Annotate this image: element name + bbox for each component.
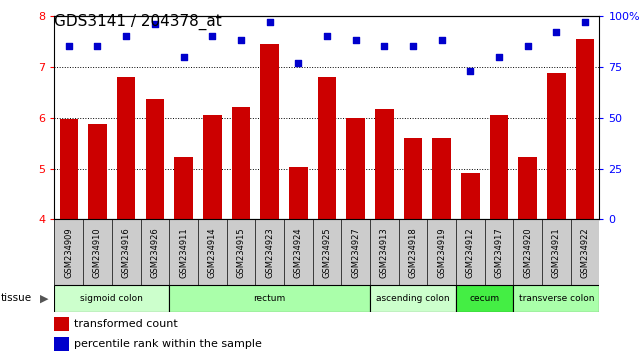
Bar (54, 285, 169, 312)
Text: GSM234911: GSM234911 (179, 227, 188, 278)
Bar (117, 77, 135, 219)
Text: GSM234909: GSM234909 (64, 227, 73, 278)
Bar (547, 73, 565, 219)
Point (265, 19, 275, 25)
Point (408, 44, 418, 49)
Point (379, 44, 389, 49)
Text: ▶: ▶ (40, 293, 48, 303)
Bar (456, 285, 513, 312)
Point (465, 68, 476, 74)
Text: GSM234919: GSM234919 (437, 227, 446, 278)
Text: GSM234914: GSM234914 (208, 227, 217, 278)
Bar (231, 107, 250, 219)
Bar (317, 77, 337, 219)
Bar (576, 39, 594, 219)
Text: percentile rank within the sample: percentile rank within the sample (74, 339, 262, 349)
Text: transverse colon: transverse colon (519, 294, 594, 303)
Text: transformed count: transformed count (74, 319, 178, 329)
Text: GSM234913: GSM234913 (379, 227, 388, 278)
Text: sigmoid colon: sigmoid colon (80, 294, 144, 303)
Point (551, 29, 562, 35)
Bar (404, 138, 422, 219)
Point (522, 44, 533, 49)
Bar (88, 124, 107, 219)
Text: GSM234924: GSM234924 (294, 227, 303, 278)
Point (236, 38, 246, 43)
Bar (289, 166, 308, 219)
Point (178, 54, 188, 59)
Bar (54, 317, 69, 331)
Bar (519, 157, 537, 219)
Bar (60, 119, 78, 219)
Text: tissue: tissue (1, 293, 32, 303)
Bar (432, 138, 451, 219)
Bar (54, 337, 69, 350)
Point (351, 38, 361, 43)
Point (494, 54, 504, 59)
Point (121, 34, 131, 39)
Bar (260, 45, 279, 219)
Bar (490, 115, 508, 219)
Bar (174, 158, 193, 219)
Point (63, 44, 74, 49)
Point (322, 34, 332, 39)
Point (580, 19, 590, 25)
Text: GSM234912: GSM234912 (466, 227, 475, 278)
Bar (513, 285, 599, 312)
Bar (375, 109, 394, 219)
Text: GSM234922: GSM234922 (581, 227, 590, 278)
Text: GDS3141 / 204378_at: GDS3141 / 204378_at (54, 14, 222, 30)
Text: GSM234916: GSM234916 (122, 227, 131, 278)
Point (92, 44, 103, 49)
Bar (146, 99, 164, 219)
Text: GSM234917: GSM234917 (494, 227, 503, 278)
Text: GSM234925: GSM234925 (322, 227, 331, 278)
Bar (346, 118, 365, 219)
Text: GSM234910: GSM234910 (93, 227, 102, 278)
Text: GSM234926: GSM234926 (151, 227, 160, 278)
Bar (461, 173, 479, 219)
Text: GSM234923: GSM234923 (265, 227, 274, 278)
Text: GSM234915: GSM234915 (237, 227, 246, 278)
Point (293, 60, 303, 65)
Text: cecum: cecum (470, 294, 500, 303)
Text: rectum: rectum (253, 294, 286, 303)
Text: GSM234920: GSM234920 (523, 227, 532, 278)
Bar (169, 285, 370, 312)
Text: ascending colon: ascending colon (376, 294, 450, 303)
Point (150, 21, 160, 27)
Bar (370, 285, 456, 312)
Bar (203, 115, 222, 219)
Text: GSM234918: GSM234918 (408, 227, 417, 278)
Point (437, 38, 447, 43)
Text: GSM234921: GSM234921 (552, 227, 561, 278)
Point (207, 34, 217, 39)
Text: GSM234927: GSM234927 (351, 227, 360, 278)
